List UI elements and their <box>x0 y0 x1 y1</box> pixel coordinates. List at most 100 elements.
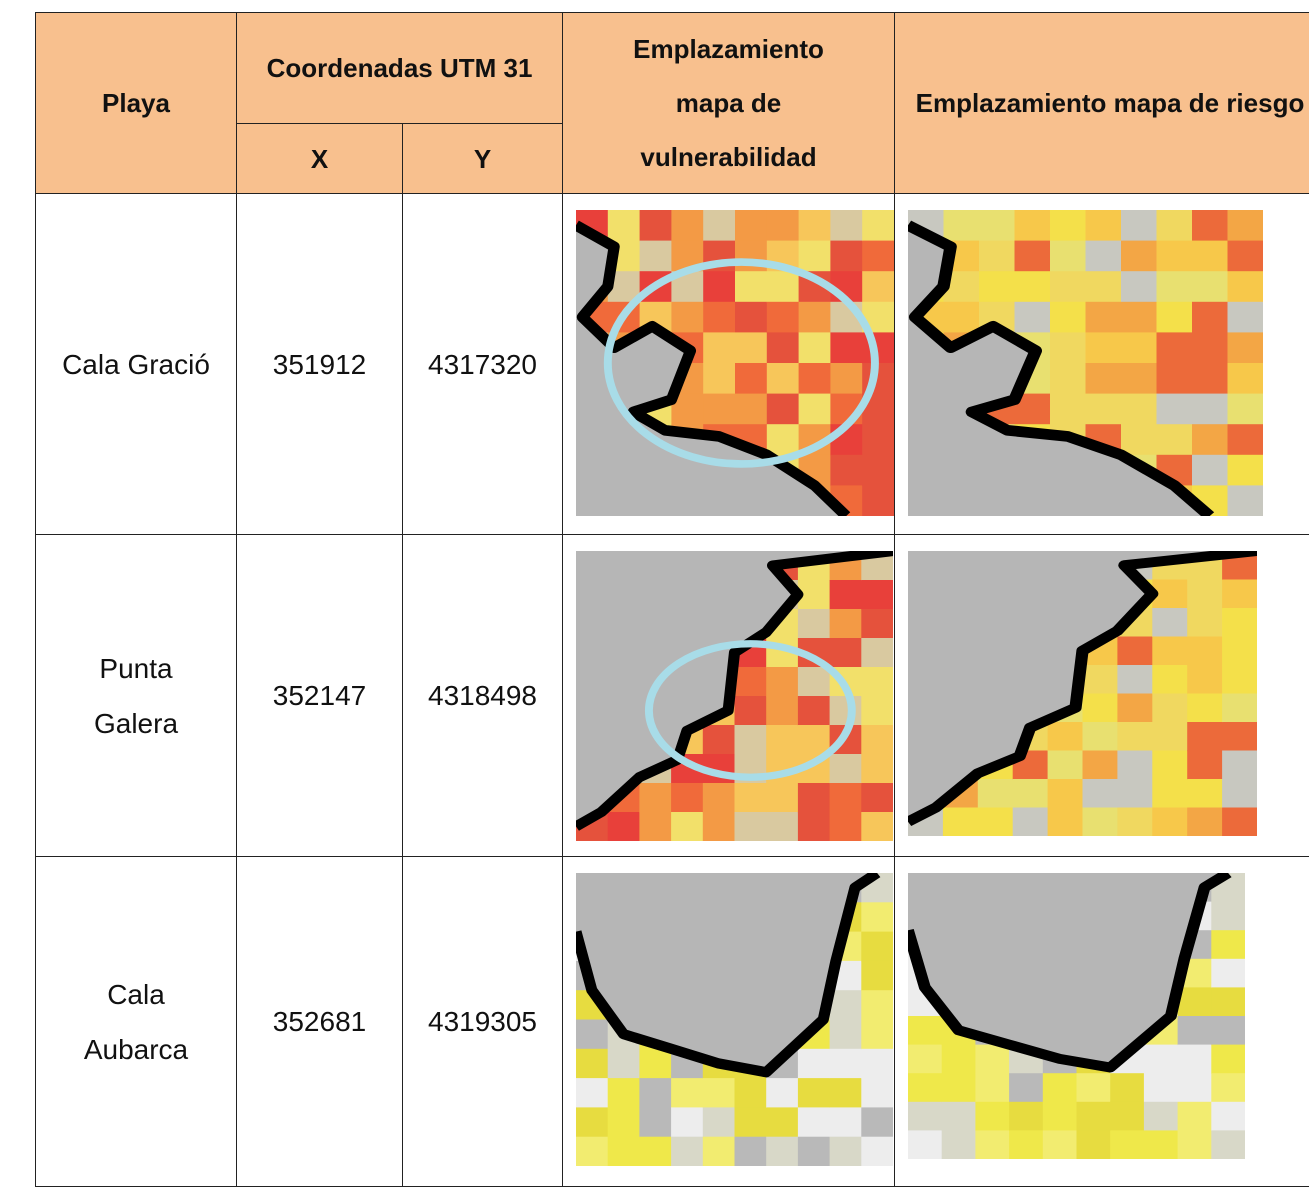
map-pixel <box>830 1049 862 1079</box>
map-pixel <box>1086 302 1122 333</box>
map-pixel <box>1121 424 1157 455</box>
map-pixel <box>798 609 830 639</box>
map-pixel <box>1048 779 1084 808</box>
map-pixel <box>1086 394 1122 425</box>
map-pixel <box>1077 1130 1111 1159</box>
map-pixel <box>1228 394 1264 425</box>
map-pixel <box>1222 608 1257 637</box>
beach-table: Playa Coordenadas UTM 31 Emplazamiento m… <box>35 12 1309 1187</box>
map-pixel <box>1013 808 1049 837</box>
map-pixel <box>861 1137 893 1166</box>
map-pixel <box>1117 751 1153 780</box>
map-pixel <box>862 241 894 272</box>
map-pixel <box>1187 580 1223 609</box>
map-pixel <box>830 812 862 841</box>
map-pixel <box>1211 1102 1245 1131</box>
map-pixel <box>1187 608 1223 637</box>
map-pixel <box>862 271 894 302</box>
map-pixel <box>703 1137 735 1166</box>
map-pixel <box>978 779 1014 808</box>
map-pixel <box>735 210 767 241</box>
map-pixel <box>1228 302 1264 333</box>
map-pixel <box>1013 779 1049 808</box>
map-pixel <box>1050 363 1086 394</box>
map-pixel <box>1222 665 1257 694</box>
cell: Punta Galera <box>36 535 237 857</box>
map-pixel <box>861 667 893 697</box>
map-pixel <box>735 332 767 363</box>
map-cell <box>895 857 1309 1187</box>
map-pixel <box>975 1130 1009 1159</box>
map-pixel <box>1152 608 1188 637</box>
map-pixel <box>1228 455 1264 486</box>
map-pixel <box>1152 779 1188 808</box>
map-pixel <box>1009 1102 1043 1131</box>
map-pixel <box>639 1049 671 1079</box>
row: Cala Gració 351912 4317320 <box>36 194 1309 535</box>
map-pixel <box>703 394 735 425</box>
map-pixel <box>735 1078 767 1108</box>
map-pixel <box>766 667 798 697</box>
map-pixel <box>1144 1073 1178 1102</box>
map-pixel <box>1048 722 1084 751</box>
map-pixel <box>861 638 893 668</box>
map-pixel <box>944 302 980 333</box>
map-pixel <box>1187 665 1223 694</box>
map-pixel <box>1009 1130 1043 1159</box>
map-pixel <box>766 1107 798 1137</box>
map-pixel <box>1211 959 1245 988</box>
map-pixel <box>861 1107 893 1137</box>
map-pixel <box>1187 751 1223 780</box>
map-pixel <box>766 783 798 813</box>
map-pixel <box>799 302 831 333</box>
map-pixel <box>767 363 799 394</box>
map-pixel <box>703 363 735 394</box>
map-pixel <box>1228 363 1264 394</box>
map-pixel <box>830 990 862 1020</box>
map-pixel <box>703 1078 735 1108</box>
header-cell: X <box>237 124 403 194</box>
map-pixel <box>1211 1073 1245 1102</box>
map-pixel <box>767 394 799 425</box>
map-pixel <box>1121 241 1157 272</box>
header-cell: Emplazamiento mapa de riesgo <box>895 13 1309 194</box>
map-pixel <box>1192 363 1228 394</box>
map-pixel <box>1152 694 1188 723</box>
map-pixel <box>1144 1102 1178 1131</box>
map-pixel <box>640 210 672 241</box>
map-pixel <box>1157 241 1193 272</box>
map-pixel <box>799 332 831 363</box>
map-pixel <box>830 332 862 363</box>
map-pixel <box>1222 722 1257 751</box>
map-pixel <box>1211 987 1245 1016</box>
map-pixel <box>861 783 893 813</box>
map-pixel <box>1083 694 1119 723</box>
map-pixel <box>703 725 735 755</box>
map-pixel <box>767 332 799 363</box>
map-pixel <box>1178 1102 1212 1131</box>
map-pixel <box>639 1137 671 1166</box>
map-pixel <box>1121 363 1157 394</box>
map-pixel <box>1121 271 1157 302</box>
map-pixel <box>1050 271 1086 302</box>
map-pixel <box>1192 302 1228 333</box>
map-pixel <box>798 812 830 841</box>
map-pixel <box>830 210 862 241</box>
header-cell: Playa <box>36 13 237 194</box>
cell: Cala Aubarca <box>36 857 237 1187</box>
map-pixel <box>1121 394 1157 425</box>
map-pixel <box>1228 271 1264 302</box>
map-pixel <box>1083 779 1119 808</box>
map-pixel <box>1211 930 1245 959</box>
map-pixel <box>799 210 831 241</box>
map-pixel <box>1152 751 1188 780</box>
map-pixel <box>861 902 893 932</box>
map-pixel <box>798 783 830 813</box>
map-pixel <box>861 725 893 755</box>
map-pixel <box>1117 637 1153 666</box>
map-pixel <box>1152 722 1188 751</box>
map-pixel <box>576 1078 608 1108</box>
map-pixel <box>979 210 1015 241</box>
map-pixel <box>1015 241 1051 272</box>
